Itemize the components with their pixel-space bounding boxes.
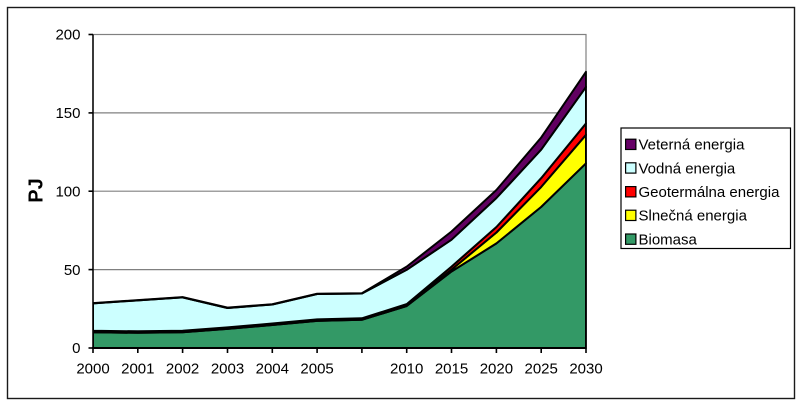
- svg-text:2002: 2002: [166, 361, 199, 378]
- svg-text:Slnečná energia: Slnečná energia: [639, 208, 748, 225]
- svg-text:Geotermálna energia: Geotermálna energia: [639, 184, 781, 201]
- svg-text:PJ: PJ: [26, 178, 48, 202]
- svg-text:150: 150: [55, 105, 80, 122]
- svg-text:2000: 2000: [76, 361, 109, 378]
- svg-text:200: 200: [55, 27, 80, 44]
- svg-text:100: 100: [55, 183, 80, 200]
- svg-text:Veterná energia: Veterná energia: [639, 137, 746, 154]
- svg-text:2020: 2020: [480, 361, 513, 378]
- svg-text:Biomasa: Biomasa: [639, 231, 698, 248]
- svg-text:2010: 2010: [390, 361, 423, 378]
- svg-text:2025: 2025: [525, 361, 558, 378]
- svg-text:2001: 2001: [121, 361, 154, 378]
- svg-text:0: 0: [72, 340, 80, 357]
- svg-text:2015: 2015: [435, 361, 468, 378]
- svg-text:50: 50: [64, 262, 81, 279]
- svg-text:Vodná energia: Vodná energia: [639, 160, 736, 177]
- svg-text:2005: 2005: [300, 361, 333, 378]
- svg-text:2004: 2004: [256, 361, 289, 378]
- svg-text:2030: 2030: [569, 361, 602, 378]
- svg-text:2003: 2003: [211, 361, 244, 378]
